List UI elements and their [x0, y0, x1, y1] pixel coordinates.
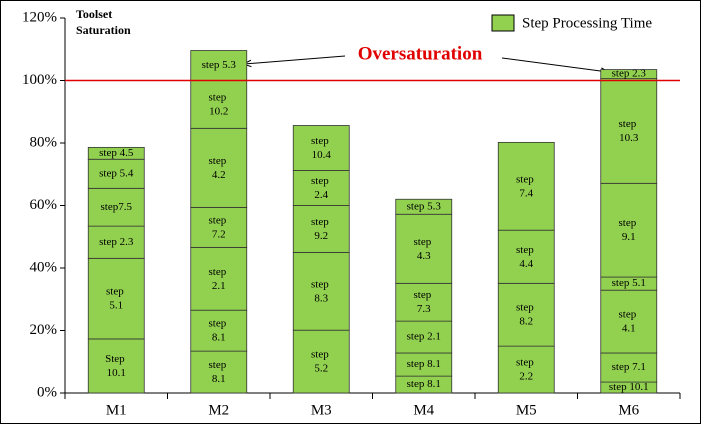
x-tick-label: M4 — [413, 402, 434, 418]
bar-segment — [497, 229, 555, 284]
segment-label: step 8.1 — [407, 358, 441, 370]
bar-segment — [190, 80, 248, 129]
bar-segment — [600, 69, 658, 80]
y-tick-label: 80% — [30, 134, 58, 150]
y-tick-label: 20% — [30, 322, 58, 338]
bar-segment — [600, 78, 658, 184]
y-tick-label: 100% — [22, 72, 57, 88]
bar-segment — [190, 127, 248, 208]
chart-title: Toolset Saturation — [76, 7, 131, 37]
x-tick-label: M6 — [618, 402, 639, 418]
segment-label: step 5.1 — [106, 285, 126, 311]
segment-label: step 5.2 — [311, 348, 331, 374]
bar-segment — [292, 251, 350, 331]
segment-label: step 10.2 — [209, 91, 229, 117]
segment-label: Step 10.1 — [105, 353, 127, 379]
arrow — [244, 55, 346, 64]
bar-segment — [600, 352, 658, 383]
segment-label: step 4.3 — [414, 235, 434, 261]
bar-segment — [190, 246, 248, 311]
segment-label: step 2.1 — [407, 331, 441, 343]
segment-label: step 2.4 — [311, 175, 331, 201]
bar-segment — [497, 282, 555, 347]
bar-segment — [190, 309, 248, 352]
y-tick-label: 60% — [30, 197, 58, 213]
y-tick-label: 0% — [37, 384, 57, 400]
segment-label: step 4.2 — [209, 154, 229, 180]
segment-label: step 7.1 — [612, 361, 646, 373]
x-tick-label: M1 — [106, 402, 127, 418]
segment-label: step 8.1 — [209, 317, 229, 343]
bar-segment — [395, 198, 453, 215]
segment-label: step7.5 — [101, 201, 133, 213]
x-tick-label: M3 — [311, 402, 332, 418]
bar-segment — [190, 350, 248, 394]
bar-segment — [87, 146, 145, 160]
bar-segment — [292, 329, 350, 394]
segment-label: step 2.1 — [209, 265, 229, 291]
segment-label: step 5.3 — [407, 200, 442, 212]
segment-label: step 10.4 — [311, 135, 331, 161]
segment-label: step 4.1 — [619, 308, 639, 334]
bar-segment — [395, 213, 453, 284]
bar-segment — [190, 206, 248, 248]
segment-label: step 5.1 — [612, 277, 646, 289]
bar-segment — [190, 50, 248, 81]
arrow — [501, 57, 608, 72]
segment-label: step 10.1 — [609, 381, 649, 393]
segment-label: step 9.1 — [619, 217, 639, 243]
x-tick-label: M2 — [208, 402, 229, 418]
annotation: Oversaturation — [358, 43, 483, 64]
bar-segment — [395, 320, 453, 354]
segment-label: step 5.4 — [99, 167, 134, 179]
segment-label: step 4.4 — [516, 243, 536, 269]
segment-label: step 8.1 — [407, 378, 441, 390]
segment-label: step 2.3 — [612, 68, 647, 80]
segment-label: step 9.2 — [311, 215, 331, 241]
segment-label: step 2.2 — [516, 356, 536, 382]
segment-label: step 4.5 — [99, 147, 134, 159]
bar-segment — [497, 141, 555, 231]
segment-label: step 8.3 — [311, 278, 331, 304]
segment-label: step 7.2 — [209, 214, 229, 240]
bar-segment — [600, 182, 658, 278]
segment-label: step 8.2 — [516, 301, 536, 327]
bar-segment — [292, 125, 350, 171]
segment-label: step 8.1 — [209, 359, 229, 385]
y-tick-label: 40% — [30, 259, 58, 275]
segment-label: step 5.3 — [202, 59, 237, 71]
y-tick-label: 120% — [22, 9, 57, 25]
bar-segment — [395, 282, 453, 322]
bar-segment — [87, 338, 145, 394]
bar-segment — [292, 170, 350, 206]
segment-label: step 7.4 — [516, 173, 536, 199]
legend-label: Step Processing Time — [522, 15, 652, 31]
legend-swatch — [491, 14, 515, 32]
segment-label: step 10.3 — [619, 118, 639, 144]
segment-label: step 2.3 — [99, 236, 134, 248]
x-tick-label: M5 — [516, 402, 537, 418]
segment-label: step 7.3 — [414, 289, 434, 315]
bar-segment — [292, 205, 350, 253]
